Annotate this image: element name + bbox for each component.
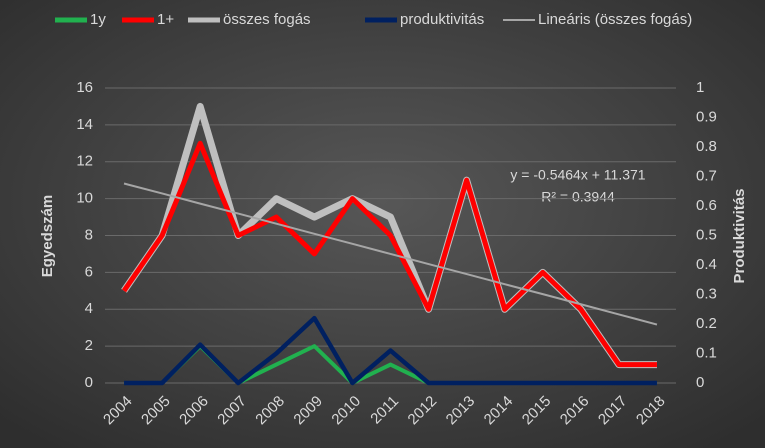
y-tick-label: 6 (85, 263, 93, 280)
y2-tick-label: 1 (696, 79, 704, 96)
y-axis-label: Egyedszám (39, 195, 56, 278)
legend-label: 1y (90, 11, 106, 28)
trend-equation: y = -0.5464x + 11.371 (510, 167, 645, 183)
legend-label: 1+ (157, 11, 174, 28)
trend-r2: R² = 0.3944 (541, 189, 615, 205)
y-tick-label: 10 (76, 190, 93, 207)
y2-tick-label: 0.2 (696, 315, 717, 332)
y2-tick-label: 0.9 (696, 108, 717, 125)
y-tick-label: 16 (76, 79, 93, 96)
y-tick-label: 2 (85, 337, 93, 354)
y2-tick-label: 0.8 (696, 138, 717, 155)
line-series (123, 182, 658, 326)
y2-tick-label: 0.3 (696, 285, 717, 302)
y2-tick-label: 0.6 (696, 197, 717, 214)
y2-axis-label: Produktivitás (731, 188, 748, 283)
legend-label: összes fogás (223, 11, 311, 28)
y-tick-label: 14 (76, 116, 93, 133)
y2-tick-label: 0.7 (696, 167, 717, 184)
line-series (124, 315, 657, 386)
y-tick-label: 12 (76, 153, 93, 170)
legend-label: produktivitás (400, 11, 484, 28)
y2-tick-label: 0 (696, 374, 704, 391)
legend-label: Lineáris (összes fogás) (538, 11, 692, 28)
y2-tick-label: 0.4 (696, 256, 717, 273)
y2-tick-label: 0.1 (696, 344, 717, 361)
y-tick-label: 8 (85, 226, 93, 243)
y2-tick-label: 0.5 (696, 226, 717, 243)
y-tick-label: 0 (85, 374, 93, 391)
y-tick-label: 4 (85, 300, 93, 317)
line-series (121, 140, 657, 368)
